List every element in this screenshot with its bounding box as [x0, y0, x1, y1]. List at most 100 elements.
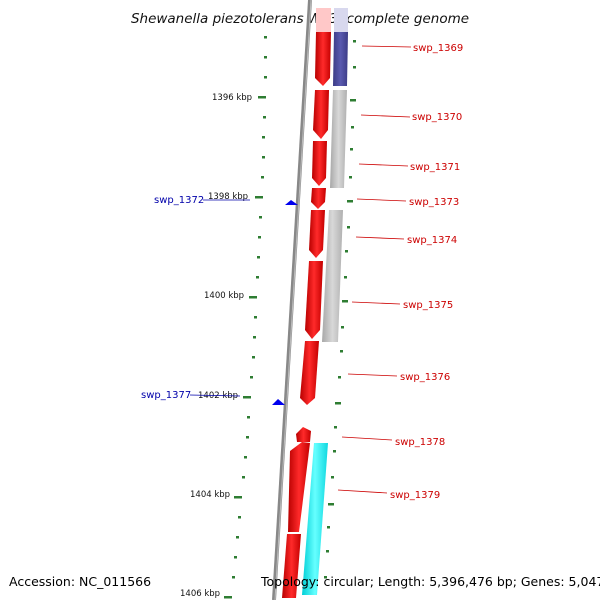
leader-line [347, 373, 398, 377]
marker-labels: swp_1372 swp_1377 [141, 195, 250, 401]
feature-block-gray [330, 90, 347, 188]
marker-triangle [272, 399, 285, 405]
gene-label: swp_1371 [410, 162, 460, 173]
minor-tick [350, 99, 356, 102]
scale-label: 1400 kbp [204, 291, 244, 301]
minor-tick [353, 66, 356, 69]
leader-line [360, 114, 411, 118]
major-tick [224, 596, 232, 599]
genome-summary: Topology: circular; Length: 5,396,476 bp… [261, 574, 600, 589]
minor-tick [351, 126, 354, 129]
scale-label: 1398 kbp [208, 192, 248, 202]
gene-arrow-top [316, 8, 331, 32]
tick-track [224, 36, 267, 599]
minor-tick [238, 516, 241, 519]
minor-tick [253, 336, 256, 339]
minor-tick [244, 456, 247, 459]
minor-tick [326, 550, 329, 553]
feature-block-purple-top [334, 8, 348, 32]
gene-labels: swp_1369 swp_1370 swp_1371 swp_1373 swp_… [337, 43, 463, 501]
scale-labels: 1396 kbp 1398 kbp 1400 kbp 1402 kbp 1404… [180, 93, 252, 599]
gene-arrow [296, 427, 311, 442]
minor-tick [232, 576, 235, 579]
minor-tick [236, 536, 239, 539]
scale-label: 1406 kbp [180, 589, 220, 599]
minor-tick [242, 476, 245, 479]
minor-tick [256, 276, 259, 279]
marker-triangle [285, 200, 298, 205]
minor-tick [262, 156, 265, 159]
gene-label: swp_1379 [390, 490, 440, 501]
map-title: Shewanella piezotolerans WP3, complete g… [131, 11, 469, 27]
scale-label: 1396 kbp [212, 93, 252, 103]
minor-tick [328, 503, 334, 506]
gene-arrow [309, 210, 325, 258]
minor-tick [254, 316, 257, 319]
minor-tick [250, 376, 253, 379]
genome-backbone [272, 0, 312, 600]
minor-tick [347, 226, 350, 229]
gene-track [282, 8, 331, 598]
feature-track [302, 8, 348, 595]
gene-arrow [305, 261, 323, 339]
minor-tick [246, 436, 249, 439]
leader-line [356, 198, 407, 202]
minor-tick [333, 450, 336, 453]
feature-block-cyan [302, 443, 328, 595]
minor-tick [334, 426, 337, 429]
gene-label: swp_1376 [400, 372, 450, 383]
marker-label: swp_1377 [141, 390, 191, 401]
gene-label: swp_1375 [403, 300, 453, 311]
gene-label: swp_1378 [395, 437, 445, 448]
feature-block-gray [322, 210, 343, 342]
leader-line [355, 236, 405, 240]
minor-tick [342, 300, 348, 303]
minor-tick [340, 350, 343, 353]
feature-block-purple [333, 32, 348, 86]
gene-arrow [311, 188, 326, 209]
gene-arrow [312, 141, 327, 186]
gene-arrow [313, 90, 329, 139]
leader-line [189, 394, 241, 397]
gene-label: swp_1373 [409, 197, 459, 208]
marker-label: swp_1372 [154, 195, 204, 206]
major-tick [243, 396, 251, 399]
leader-line [358, 163, 409, 167]
major-tick [258, 96, 266, 99]
leader-line [351, 301, 401, 305]
gene-arrow [315, 32, 331, 86]
genome-backbone-highlight [274, 0, 312, 600]
minor-tick [264, 56, 267, 59]
minor-tick [331, 476, 334, 479]
minor-tick [324, 576, 327, 579]
gene-arrow [282, 534, 301, 598]
minor-tick [257, 256, 260, 259]
major-tick [234, 496, 242, 499]
minor-tick [350, 148, 353, 151]
major-tick [249, 296, 257, 299]
minor-tick [353, 40, 356, 43]
gene-label: swp_1374 [407, 235, 457, 246]
minor-tick [347, 200, 353, 203]
minor-tick [258, 236, 261, 239]
leader-line [341, 436, 393, 441]
minor-tick [234, 556, 237, 559]
leader-line [361, 45, 412, 48]
minor-tick [264, 76, 267, 79]
minor-tick [264, 36, 267, 39]
minor-tick [345, 250, 348, 253]
leader-line [337, 489, 388, 494]
minor-tick [335, 402, 341, 405]
minor-tick [338, 376, 341, 379]
minor-tick [327, 526, 330, 529]
major-tick [255, 196, 263, 199]
gene-arrow [300, 341, 319, 405]
minor-tick [261, 176, 264, 179]
minor-tick [259, 216, 262, 219]
minor-tick [341, 326, 344, 329]
minor-tick [349, 176, 352, 179]
accession-label: Accession: NC_011566 [9, 574, 152, 589]
minor-tick [252, 356, 255, 359]
minor-tick [262, 136, 265, 139]
